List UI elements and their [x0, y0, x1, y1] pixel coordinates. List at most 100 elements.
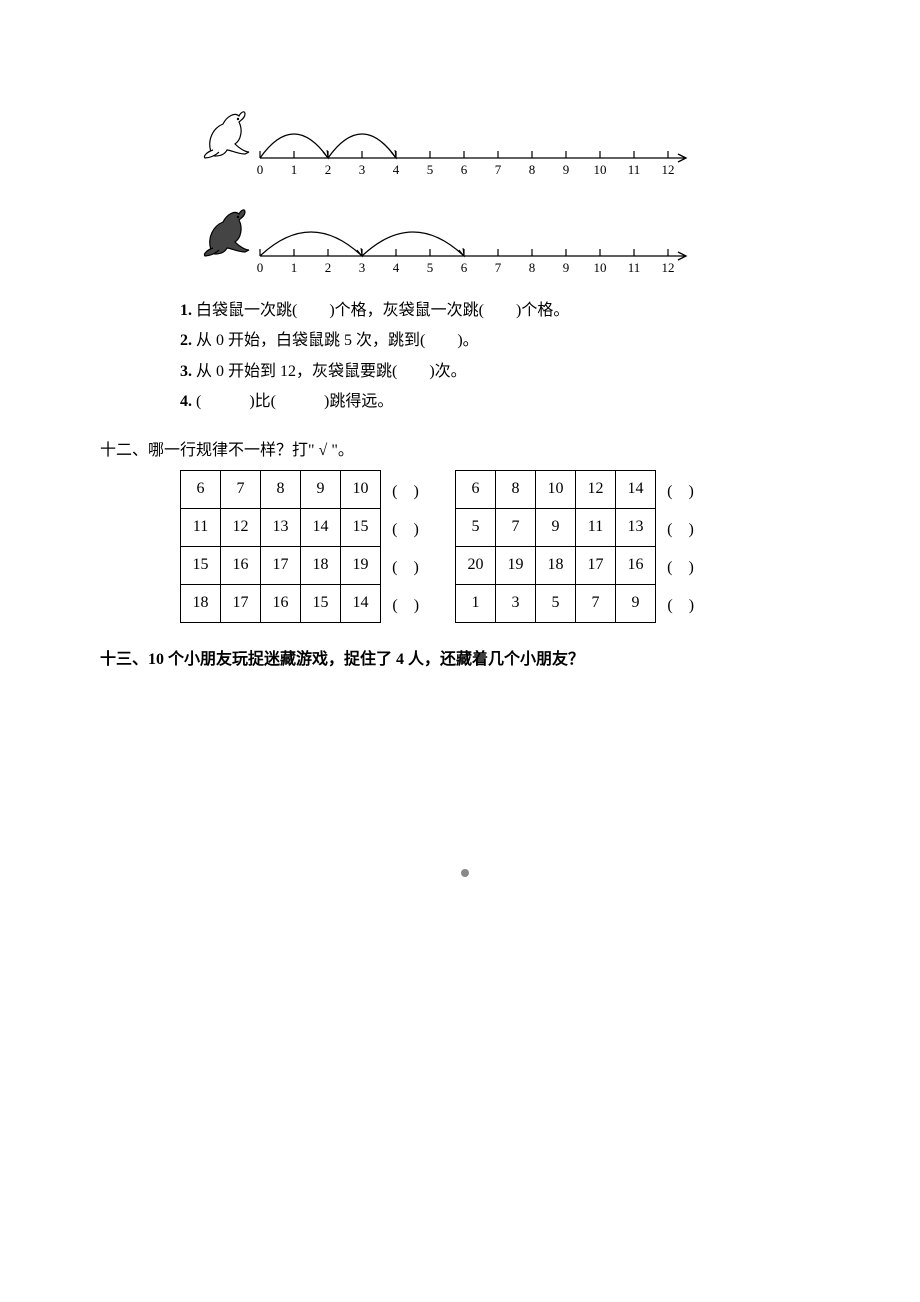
table-cell: 7 [221, 470, 261, 508]
table-cell: 10 [341, 470, 381, 508]
q-text: 从 0 开始，白袋鼠跳 5 次，跳到( )。 [196, 332, 479, 349]
pattern-tables: 678910( )1112131415( )1516171819( )18171… [180, 470, 830, 623]
svg-text:10: 10 [594, 260, 607, 275]
table-row: 5791113( ) [456, 508, 706, 546]
question-4: 4.( )比( )跳得远。 [180, 387, 830, 417]
table-cell: 14 [616, 470, 656, 508]
q-num: 3. [180, 363, 192, 380]
table-cell: 16 [221, 546, 261, 584]
svg-text:10: 10 [594, 162, 607, 177]
svg-text:4: 4 [393, 162, 400, 177]
q-text: ( )比( )跳得远。 [196, 393, 393, 410]
question-3: 3.从 0 开始到 12，灰袋鼠要跳( )次。 [180, 357, 830, 387]
table-row: 2019181716( ) [456, 546, 706, 584]
table-cell: 9 [536, 508, 576, 546]
numberline-white: 0123456789101112 [190, 100, 830, 184]
table-cell: 9 [301, 470, 341, 508]
page-dot [461, 869, 469, 877]
svg-text:0: 0 [257, 162, 264, 177]
svg-text:11: 11 [628, 162, 641, 177]
table-cell: 8 [261, 470, 301, 508]
table-cell: 12 [221, 508, 261, 546]
svg-text:5: 5 [427, 162, 434, 177]
table-cell: 1 [456, 584, 496, 622]
table-cell: 14 [341, 584, 381, 622]
svg-text:0: 0 [257, 260, 264, 275]
question-1: 1.白袋鼠一次跳( )个格，灰袋鼠一次跳( )个格。 [180, 296, 830, 326]
svg-text:2: 2 [325, 162, 332, 177]
table-cell: 17 [261, 546, 301, 584]
table-row: 68101214( ) [456, 470, 706, 508]
table-cell: 15 [181, 546, 221, 584]
table-cell: 18 [536, 546, 576, 584]
table-cell: 13 [616, 508, 656, 546]
table-cell: 18 [301, 546, 341, 584]
table-row: 1112131415( ) [181, 508, 431, 546]
table-cell: 15 [301, 584, 341, 622]
svg-text:3: 3 [359, 162, 366, 177]
svg-text:9: 9 [563, 260, 570, 275]
table-cell: 9 [616, 584, 656, 622]
table-cell: 18 [181, 584, 221, 622]
table-cell: 13 [261, 508, 301, 546]
check-paren: ( ) [381, 470, 431, 508]
svg-text:1: 1 [291, 162, 298, 177]
table-cell: 10 [536, 470, 576, 508]
svg-text:11: 11 [628, 260, 641, 275]
numberline-gray: 0123456789101112 [190, 198, 830, 282]
table-cell: 16 [261, 584, 301, 622]
q-text: 白袋鼠一次跳( )个格，灰袋鼠一次跳( )个格。 [196, 302, 569, 319]
check-paren: ( ) [656, 508, 706, 546]
table-cell: 12 [576, 470, 616, 508]
check-paren: ( ) [656, 584, 706, 622]
svg-text:2: 2 [325, 260, 332, 275]
svg-text:6: 6 [461, 162, 468, 177]
table-cell: 19 [341, 546, 381, 584]
pattern-table-right: 68101214( )5791113( )2019181716( )13579(… [455, 470, 706, 623]
check-paren: ( ) [381, 546, 431, 584]
q-num: 2. [180, 332, 192, 349]
table-cell: 7 [496, 508, 536, 546]
table-cell: 16 [616, 546, 656, 584]
svg-text:8: 8 [529, 162, 536, 177]
table-cell: 19 [496, 546, 536, 584]
svg-text:6: 6 [461, 260, 468, 275]
table-cell: 6 [456, 470, 496, 508]
pattern-table-left: 678910( )1112131415( )1516171819( )18171… [180, 470, 431, 623]
table-row: 678910( ) [181, 470, 431, 508]
section-13: 十三、10 个小朋友玩捉迷藏游戏，捉住了 4 人，还藏着几个小朋友？ [100, 645, 830, 669]
svg-text:12: 12 [662, 260, 675, 275]
table-cell: 6 [181, 470, 221, 508]
svg-text:1: 1 [291, 260, 298, 275]
question-2: 2.从 0 开始，白袋鼠跳 5 次，跳到( )。 [180, 326, 830, 356]
table-cell: 11 [576, 508, 616, 546]
table-row: 1516171819( ) [181, 546, 431, 584]
svg-text:9: 9 [563, 162, 570, 177]
svg-text:8: 8 [529, 260, 536, 275]
numberline-svg-white: 0123456789101112 [190, 100, 730, 184]
q-text: 从 0 开始到 12，灰袋鼠要跳( )次。 [196, 363, 467, 380]
svg-text:7: 7 [495, 162, 502, 177]
svg-text:3: 3 [359, 260, 366, 275]
table-cell: 3 [496, 584, 536, 622]
table-cell: 11 [181, 508, 221, 546]
table-cell: 17 [576, 546, 616, 584]
section-12-title: 十二、哪一行规律不一样？打" √ "。 [100, 436, 830, 460]
svg-text:12: 12 [662, 162, 675, 177]
svg-text:7: 7 [495, 260, 502, 275]
table-cell: 8 [496, 470, 536, 508]
table-cell: 20 [456, 546, 496, 584]
svg-text:4: 4 [393, 260, 400, 275]
table-row: 13579( ) [456, 584, 706, 622]
numberline-svg-gray: 0123456789101112 [190, 198, 730, 282]
check-paren: ( ) [381, 584, 431, 622]
svg-text:5: 5 [427, 260, 434, 275]
q-num: 1. [180, 302, 192, 319]
check-paren: ( ) [381, 508, 431, 546]
check-paren: ( ) [656, 470, 706, 508]
table-cell: 15 [341, 508, 381, 546]
table-cell: 5 [456, 508, 496, 546]
q-num: 4. [180, 393, 192, 410]
table-cell: 7 [576, 584, 616, 622]
table-row: 1817161514( ) [181, 584, 431, 622]
